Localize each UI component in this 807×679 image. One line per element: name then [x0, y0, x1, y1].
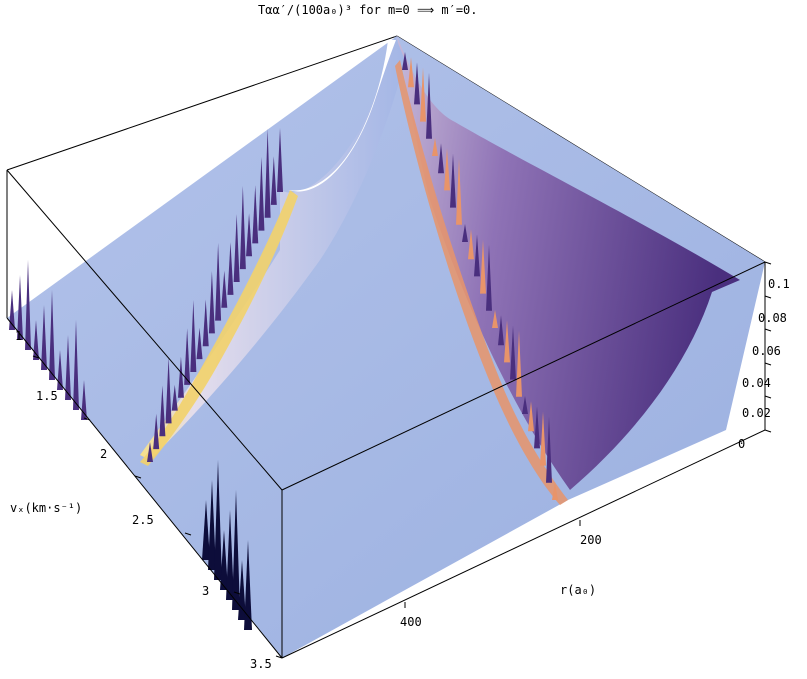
left-wall-yellow-edge — [140, 190, 298, 466]
surface-spike — [190, 300, 197, 372]
surface-spike — [25, 260, 31, 350]
surface-spike — [522, 396, 528, 414]
z-tick-4: 0.08 — [758, 311, 787, 325]
surface-spike — [238, 560, 246, 620]
surface-spike — [215, 242, 222, 321]
vx-tick-5: 3.5 — [250, 657, 272, 671]
surface-spike — [57, 350, 63, 390]
vx-axis-label: vₓ(km·s⁻¹) — [10, 501, 82, 515]
surface-spike — [462, 224, 468, 242]
surface-spike — [258, 156, 265, 231]
surface-spikes — [9, 52, 558, 630]
surface-spike — [450, 153, 456, 208]
surface-spike — [264, 128, 271, 218]
surface-spike — [73, 320, 79, 410]
z-tick-0: 0 — [738, 437, 745, 451]
surface-spike — [244, 540, 252, 630]
r-tick-0: 200 — [580, 533, 602, 547]
surface-spike — [147, 442, 153, 462]
surface-spike — [227, 242, 234, 295]
surface-spike — [214, 460, 222, 580]
surface-spike — [221, 270, 228, 308]
vx-tick-2: 2 — [100, 447, 107, 461]
surface-spike — [402, 52, 408, 70]
surface-spike — [552, 482, 558, 500]
vx-tick-4: 3 — [202, 584, 209, 598]
z-tick-1: 0.02 — [742, 406, 771, 420]
surface-spike — [233, 214, 240, 282]
surface-spike — [420, 67, 426, 122]
surface-spike — [468, 229, 474, 260]
surface-spike — [9, 290, 15, 330]
surface-spike — [165, 357, 172, 424]
surface-right-wall — [397, 36, 740, 490]
surface-spike — [277, 128, 283, 192]
surface-spike — [252, 185, 259, 244]
surface-spike — [184, 328, 191, 385]
surface-spike — [232, 490, 240, 610]
vx-tick-0: 1 — [15, 329, 22, 343]
surface-spike — [208, 480, 216, 570]
surface-spike — [239, 185, 246, 270]
surface-spike — [202, 500, 210, 560]
z-axis — [764, 261, 772, 433]
surface-spike — [504, 320, 510, 363]
surface-spike — [474, 234, 480, 277]
surface-spike — [426, 72, 432, 139]
surface-spike — [159, 385, 166, 437]
surface-spike — [33, 320, 39, 360]
surface-spike — [17, 275, 23, 340]
surface-spike — [41, 305, 47, 370]
surface-spike — [220, 530, 228, 590]
surface-spike — [81, 380, 87, 420]
surface-spike — [414, 62, 420, 105]
surface-spike — [153, 413, 160, 450]
surface-spike — [486, 244, 492, 311]
surface-spike — [202, 299, 209, 347]
surface-spike — [208, 271, 215, 334]
z-tick-3: 0.06 — [752, 344, 781, 358]
surface-spike — [492, 310, 498, 328]
vx-tick-3: 2.5 — [132, 513, 154, 527]
z-tick-2: 0.04 — [742, 376, 771, 390]
surface-spike — [546, 416, 552, 483]
surface-spike — [438, 143, 444, 174]
surface-spike — [226, 510, 234, 600]
surface-spike — [456, 158, 462, 225]
surface-spike — [480, 239, 486, 294]
surface-spike — [65, 335, 71, 400]
surface-spike — [534, 406, 540, 449]
vx-axis — [32, 355, 283, 659]
vx-tick-1: 1.5 — [36, 389, 58, 403]
surface-spike — [432, 138, 438, 156]
plot-title: Tαα′/(100a₀)³ for m=0 ⟹ m′=0. — [258, 3, 478, 17]
surface-spike — [270, 156, 277, 205]
surface-spike — [196, 327, 203, 360]
surface-spike — [540, 411, 546, 466]
bounding-box-front — [6, 169, 766, 659]
r-axis-label: r(a₀) — [560, 583, 596, 597]
z-tick-5: 0.1 — [768, 277, 790, 291]
surface-spike — [171, 384, 178, 411]
surface-spike — [408, 57, 414, 88]
surface-spike — [444, 148, 450, 191]
surface-spike — [49, 290, 55, 380]
r-tick-1: 400 — [400, 615, 422, 629]
surface-spike — [510, 325, 516, 380]
surface-spike — [498, 315, 504, 346]
surface-spike — [528, 401, 534, 432]
surface-spike — [246, 213, 253, 257]
surface-spike — [177, 356, 184, 398]
surface-spike — [516, 330, 522, 397]
r-axis — [404, 520, 581, 608]
